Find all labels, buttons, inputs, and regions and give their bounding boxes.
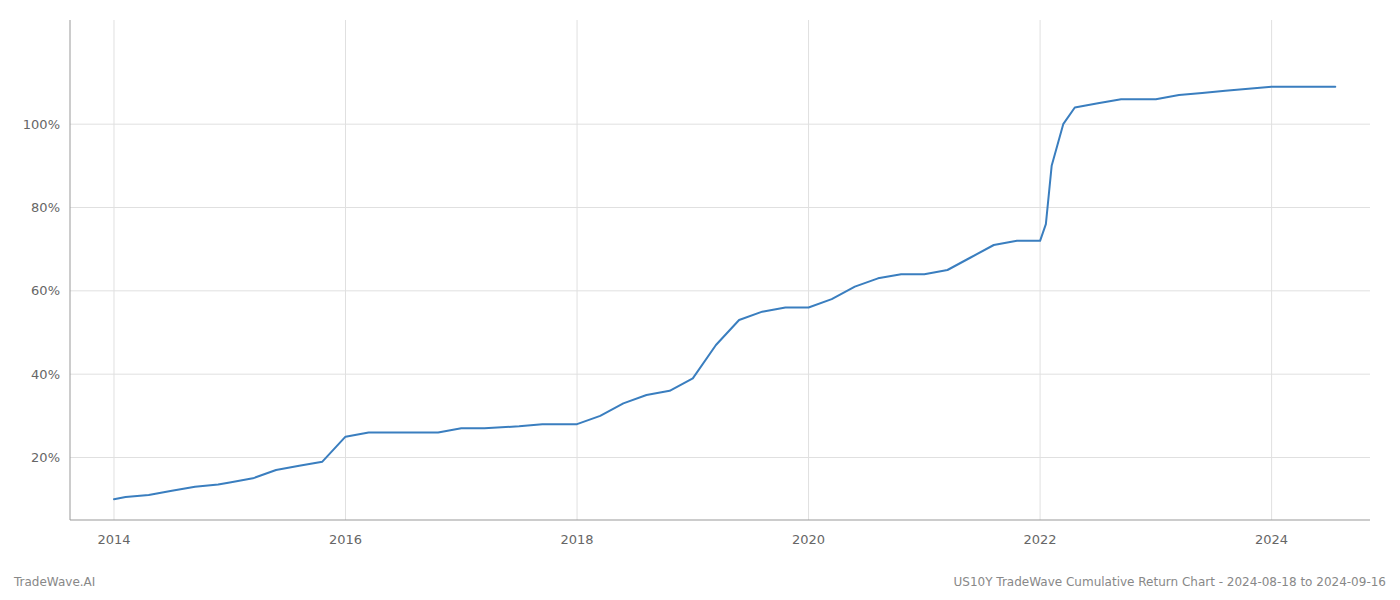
y-grid-line	[70, 374, 1370, 375]
grid	[70, 20, 1370, 520]
y-grid-line	[70, 124, 1370, 125]
x-grid-line	[577, 20, 578, 520]
y-axis-line	[70, 20, 71, 520]
y-tick-label: 60%	[31, 283, 60, 298]
y-grid-line	[70, 290, 1370, 291]
x-tick-label: 2022	[1024, 532, 1057, 547]
x-grid-line	[113, 20, 114, 520]
annotations: TradeWave.AI US10Y TradeWave Cumulative R…	[13, 575, 1386, 589]
footer-text: TradeWave.AI	[13, 575, 95, 589]
x-tick-label: 2024	[1255, 532, 1288, 547]
x-tick-label: 2018	[560, 532, 593, 547]
x-grid-line	[1040, 20, 1041, 520]
x-tick-label: 2020	[792, 532, 825, 547]
y-grid-line	[70, 457, 1370, 458]
x-grid-line	[1271, 20, 1272, 520]
y-tick-label: 80%	[31, 200, 60, 215]
footer-text: US10Y TradeWave Cumulative Return Chart …	[954, 575, 1386, 589]
line	[114, 87, 1335, 500]
y-tick-label: 100%	[23, 117, 60, 132]
x-grid-line	[345, 20, 346, 520]
x-grid-line	[808, 20, 809, 520]
chart: 2014 2016 2018 2020 2022 2024 20% 40% 60% 80% 100%…	[0, 0, 1400, 600]
y-tick-label: 20%	[31, 450, 60, 465]
x-tick-label: 2016	[329, 532, 362, 547]
x-tick-label: 2014	[97, 532, 130, 547]
y-grid-line	[70, 207, 1370, 208]
y-tick-label: 40%	[31, 367, 60, 382]
plot-area	[114, 87, 1335, 500]
x-axis-line	[70, 520, 1370, 521]
ticks: 2014 2016 2018 2020 2022 2024 20% 40% 60% 80% 100%	[23, 117, 1288, 547]
